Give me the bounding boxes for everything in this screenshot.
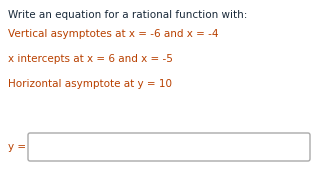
Text: Vertical asymptotes at x = -6 and x = -4: Vertical asymptotes at x = -6 and x = -4 <box>8 29 219 39</box>
Text: x intercepts at x = 6 and x = -5: x intercepts at x = 6 and x = -5 <box>8 54 173 64</box>
FancyBboxPatch shape <box>28 133 310 161</box>
Text: y =: y = <box>8 142 26 152</box>
Text: Write an equation for a rational function with:: Write an equation for a rational functio… <box>8 10 247 20</box>
Text: Horizontal asymptote at y = 10: Horizontal asymptote at y = 10 <box>8 79 172 89</box>
